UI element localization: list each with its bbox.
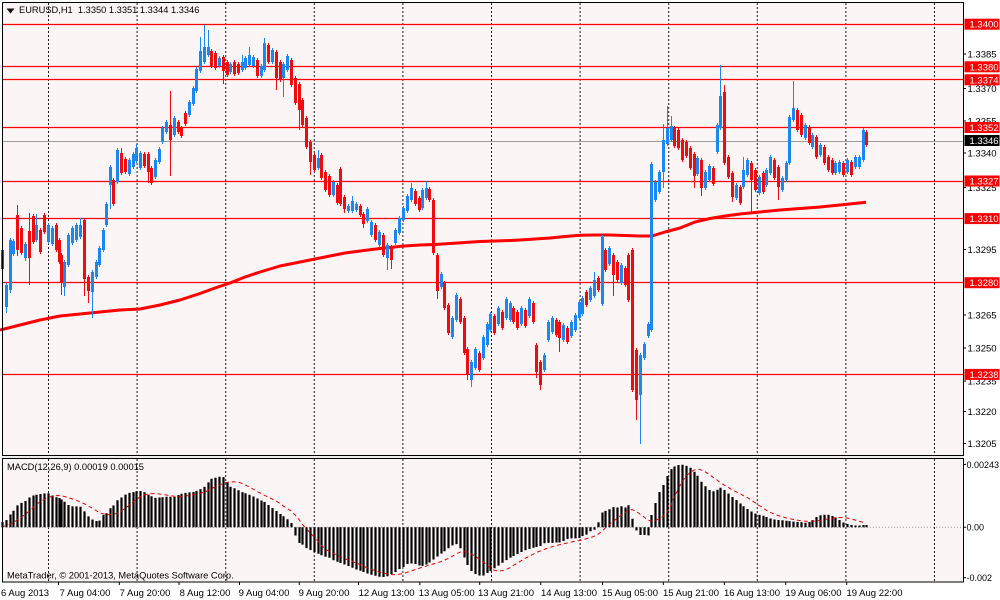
svg-text:19 Aug 22:00: 19 Aug 22:00: [847, 588, 903, 599]
svg-text:1.3325: 1.3325: [968, 183, 997, 194]
svg-text:MACD(12,26,9) 0.00019 0.00015: MACD(12,26,9) 0.00019 0.00015: [7, 462, 144, 472]
svg-text:1.3385: 1.3385: [968, 50, 997, 61]
svg-text:1.3310: 1.3310: [970, 214, 999, 225]
svg-text:9 Aug 04:00: 9 Aug 04:00: [239, 588, 290, 599]
svg-text:1.3374: 1.3374: [970, 75, 999, 86]
svg-text:1.3346: 1.3346: [970, 136, 999, 147]
svg-text:1.3352: 1.3352: [970, 123, 999, 134]
svg-text:19 Aug 06:00: 19 Aug 06:00: [786, 588, 842, 599]
svg-text:1.3380: 1.3380: [970, 62, 999, 73]
svg-text:0.00: 0.00: [967, 523, 985, 533]
svg-text:13 Aug 05:00: 13 Aug 05:00: [419, 588, 475, 599]
svg-text:12 Aug 13:00: 12 Aug 13:00: [359, 588, 415, 599]
svg-text:1.3238: 1.3238: [970, 370, 999, 381]
svg-text:9 Aug 20:00: 9 Aug 20:00: [299, 588, 350, 599]
svg-text:1.3205: 1.3205: [968, 439, 997, 450]
svg-text:1.3400: 1.3400: [970, 20, 999, 31]
svg-text:EURUSD,H1 1.3350 1.3351 1.334: EURUSD,H1 1.3350 1.3351 1.3344 1.3346: [19, 5, 199, 15]
svg-text:13 Aug 21:00: 13 Aug 21:00: [478, 588, 534, 599]
svg-text:14 Aug 13:00: 14 Aug 13:00: [541, 588, 597, 599]
svg-text:6 Aug 2013: 6 Aug 2013: [1, 588, 49, 599]
svg-text:MetaTrader, © 2001-2013, MetaQ: MetaTrader, © 2001-2013, MetaQuotes Soft…: [7, 571, 234, 581]
svg-text:15 Aug 05:00: 15 Aug 05:00: [602, 588, 658, 599]
svg-text:1.3235: 1.3235: [968, 377, 997, 388]
svg-text:7 Aug 04:00: 7 Aug 04:00: [60, 588, 111, 599]
svg-text:1.3250: 1.3250: [968, 344, 997, 355]
svg-text:1.3327: 1.3327: [970, 177, 999, 188]
svg-text:1.3220: 1.3220: [968, 407, 997, 418]
svg-text:1.3340: 1.3340: [968, 149, 997, 160]
svg-text:8 Aug 12:00: 8 Aug 12:00: [180, 588, 231, 599]
svg-text:1.3280: 1.3280: [970, 278, 999, 289]
svg-text:0.00243: 0.00243: [967, 460, 1000, 470]
svg-text:15 Aug 21:00: 15 Aug 21:00: [663, 588, 719, 599]
svg-text:-0.002: -0.002: [967, 573, 993, 583]
svg-text:1.3370: 1.3370: [968, 84, 997, 95]
svg-text:16 Aug 13:00: 16 Aug 13:00: [724, 588, 780, 599]
svg-text:1.3265: 1.3265: [968, 311, 997, 322]
svg-text:1.3295: 1.3295: [968, 245, 997, 256]
svg-text:7 Aug 20:00: 7 Aug 20:00: [120, 588, 171, 599]
